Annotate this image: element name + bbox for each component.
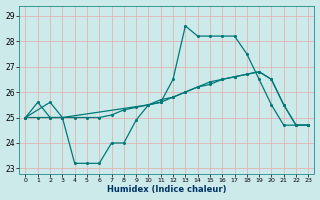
X-axis label: Humidex (Indice chaleur): Humidex (Indice chaleur)	[107, 185, 227, 194]
